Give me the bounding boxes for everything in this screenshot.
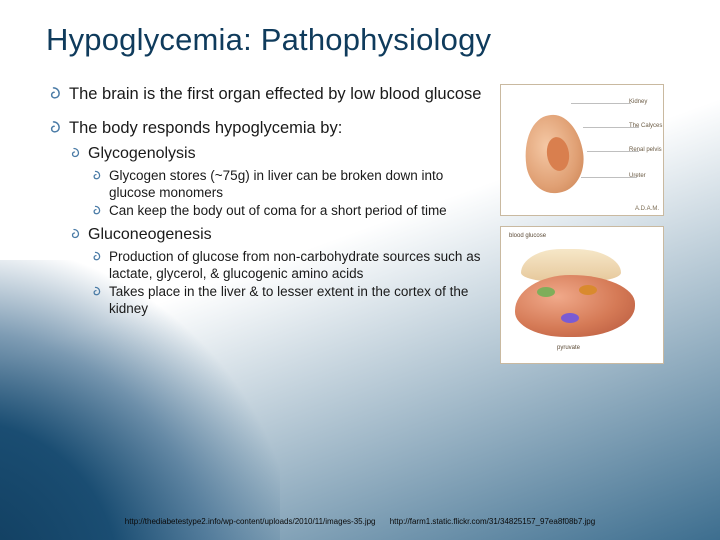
- citation-url: http://thediabetestype2.info/wp-content/…: [125, 517, 376, 526]
- bullet-text: The body responds hypoglycemia by:: [69, 118, 342, 138]
- subsublist: Production of glucose from non-carbohydr…: [90, 249, 486, 317]
- liver-image: blood glucose pyruvate: [500, 226, 664, 364]
- list-item: Glycogen stores (~75g) in liver can be b…: [90, 168, 486, 201]
- liver-label: blood glucose: [509, 233, 546, 239]
- slide: Hypoglycemia: Pathophysiology The brain …: [0, 0, 720, 540]
- bullet-list: The brain is the first organ effected by…: [46, 84, 486, 317]
- pathway-node: [537, 287, 555, 297]
- kidney-label: Ureter: [629, 173, 646, 179]
- swirl-icon: [90, 205, 101, 216]
- citation-url: http://farm1.static.flickr.com/31/348251…: [390, 517, 595, 526]
- bullet-text: Gluconeogenesis: [88, 225, 212, 245]
- citations: http://thediabetestype2.info/wp-content/…: [0, 517, 720, 526]
- kidney-label: Kidney: [629, 99, 647, 105]
- kidney-label: The Calyces: [629, 123, 662, 129]
- bullet-text: Can keep the body out of coma for a shor…: [109, 203, 447, 219]
- content-row: The brain is the first organ effected by…: [46, 84, 682, 364]
- liver-shape: [515, 275, 635, 337]
- swirl-icon: [46, 120, 61, 135]
- callout-line: [571, 103, 631, 104]
- bullet-text: Glycogen stores (~75g) in liver can be b…: [109, 168, 486, 201]
- kidney-label: Renal pelvis: [629, 147, 662, 153]
- bullet-text: Takes place in the liver & to lesser ext…: [109, 284, 486, 317]
- bullet-text: Glycogenolysis: [88, 144, 196, 164]
- list-item: Takes place in the liver & to lesser ext…: [90, 284, 486, 317]
- swirl-icon: [90, 170, 101, 181]
- page-title: Hypoglycemia: Pathophysiology: [46, 22, 682, 58]
- pathway-node: [579, 285, 597, 295]
- text-column: The brain is the first organ effected by…: [46, 84, 486, 364]
- swirl-icon: [46, 86, 61, 101]
- list-item: Production of glucose from non-carbohydr…: [90, 249, 486, 282]
- list-item: The body responds hypoglycemia by: Glyco…: [46, 118, 486, 317]
- swirl-icon: [68, 228, 80, 240]
- swirl-icon: [90, 286, 101, 297]
- list-item: Can keep the body out of coma for a shor…: [90, 203, 486, 219]
- sublist: Glycogenolysis Glycogen stores (~75g) in…: [68, 144, 486, 317]
- list-item: Gluconeogenesis Production of glucose fr…: [68, 225, 486, 317]
- list-item: Glycogenolysis Glycogen stores (~75g) in…: [68, 144, 486, 219]
- image-column: Kidney The Calyces Renal pelvis Ureter A…: [500, 84, 664, 364]
- swirl-icon: [68, 147, 80, 159]
- pathway-node: [561, 313, 579, 323]
- bullet-text: Production of glucose from non-carbohydr…: [109, 249, 486, 282]
- subsublist: Glycogen stores (~75g) in liver can be b…: [90, 168, 486, 219]
- list-item: The brain is the first organ effected by…: [46, 84, 486, 104]
- swirl-icon: [90, 251, 101, 262]
- liver-label: pyruvate: [557, 345, 580, 351]
- image-credit: A.D.A.M.: [635, 206, 659, 212]
- bullet-text: The brain is the first organ effected by…: [69, 84, 481, 104]
- kidney-image: Kidney The Calyces Renal pelvis Ureter A…: [500, 84, 664, 216]
